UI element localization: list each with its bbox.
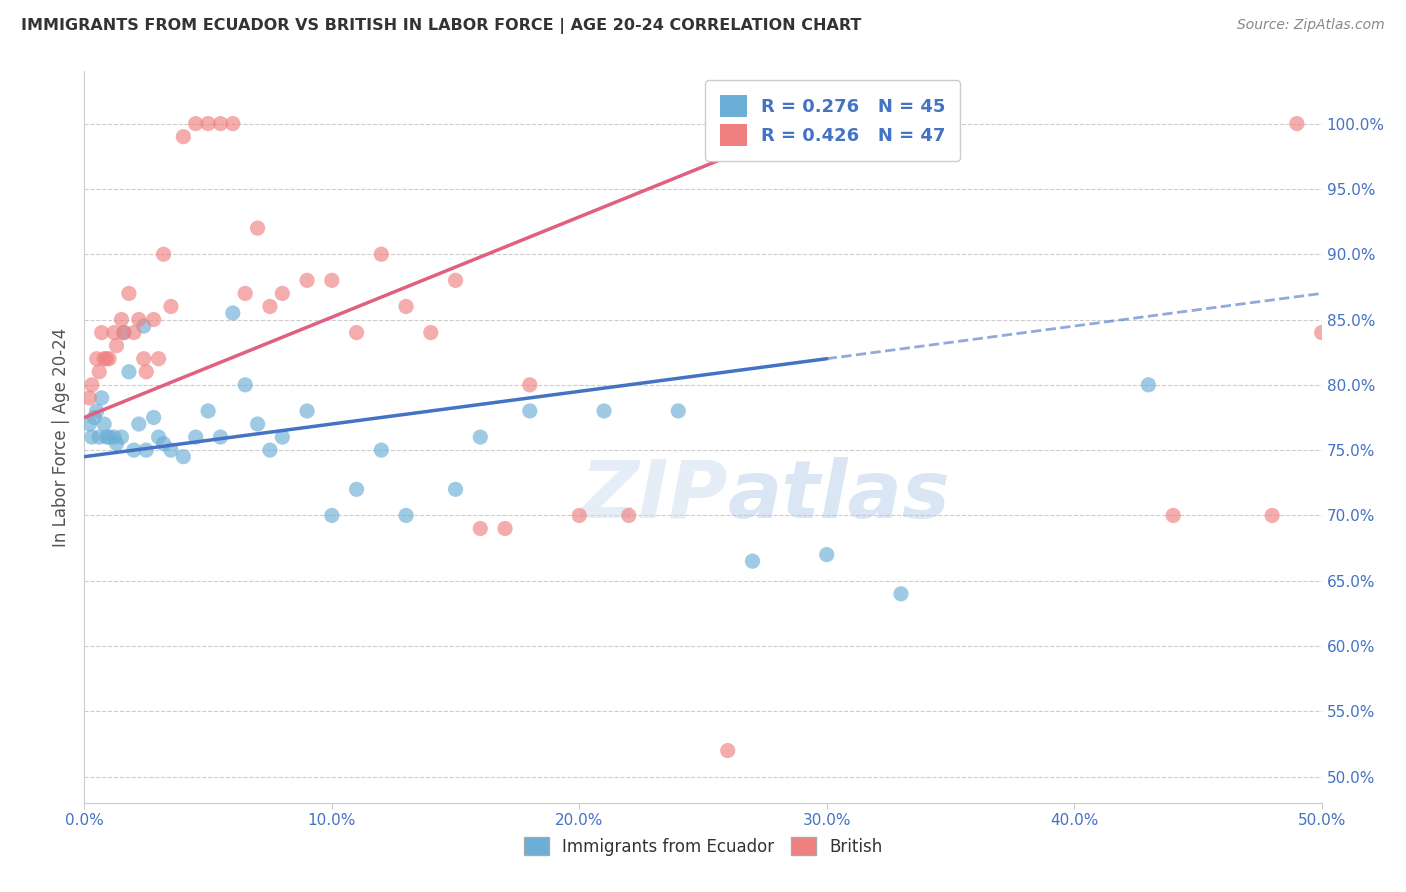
Point bbox=[370, 443, 392, 458]
Point bbox=[89, 430, 111, 444]
Point bbox=[118, 286, 141, 301]
Point bbox=[112, 326, 135, 340]
Point bbox=[295, 404, 318, 418]
Point bbox=[717, 743, 740, 757]
Point bbox=[346, 483, 368, 497]
Point bbox=[96, 430, 118, 444]
Point bbox=[321, 273, 343, 287]
Point bbox=[79, 391, 101, 405]
Point bbox=[1310, 326, 1333, 340]
Text: atlas: atlas bbox=[728, 457, 950, 534]
Point bbox=[105, 339, 128, 353]
Point bbox=[271, 286, 294, 301]
Point bbox=[321, 508, 343, 523]
Point bbox=[142, 312, 165, 326]
Point bbox=[86, 404, 108, 418]
Point bbox=[1261, 508, 1284, 523]
Point bbox=[83, 410, 105, 425]
Point bbox=[246, 221, 269, 235]
Point bbox=[419, 326, 441, 340]
Point bbox=[222, 117, 245, 131]
Point bbox=[470, 522, 492, 536]
Y-axis label: In Labor Force | Age 20-24: In Labor Force | Age 20-24 bbox=[52, 327, 70, 547]
Point bbox=[494, 522, 516, 536]
Point bbox=[233, 377, 256, 392]
Point bbox=[444, 273, 467, 287]
Point bbox=[741, 554, 763, 568]
Point bbox=[128, 417, 150, 431]
Point bbox=[370, 247, 392, 261]
Point bbox=[142, 410, 165, 425]
Point bbox=[103, 430, 125, 444]
Point bbox=[148, 430, 170, 444]
Point bbox=[105, 436, 128, 450]
Point bbox=[197, 117, 219, 131]
Point bbox=[271, 430, 294, 444]
Point bbox=[259, 300, 281, 314]
Point bbox=[98, 351, 121, 366]
Point bbox=[184, 430, 207, 444]
Point bbox=[666, 404, 689, 418]
Point bbox=[110, 430, 132, 444]
Point bbox=[96, 351, 118, 366]
Point bbox=[1285, 117, 1308, 131]
Point bbox=[132, 351, 155, 366]
Point bbox=[568, 508, 591, 523]
Point bbox=[93, 417, 115, 431]
Point bbox=[128, 312, 150, 326]
Point bbox=[395, 508, 418, 523]
Point bbox=[519, 404, 541, 418]
Point bbox=[135, 443, 157, 458]
Point bbox=[470, 430, 492, 444]
Point bbox=[90, 391, 112, 405]
Point bbox=[79, 417, 101, 431]
Point bbox=[395, 300, 418, 314]
Point bbox=[152, 247, 174, 261]
Point bbox=[259, 443, 281, 458]
Point bbox=[593, 404, 616, 418]
Point bbox=[1137, 377, 1160, 392]
Point bbox=[197, 404, 219, 418]
Point bbox=[80, 377, 103, 392]
Point bbox=[98, 430, 121, 444]
Point bbox=[295, 273, 318, 287]
Point bbox=[1161, 508, 1184, 523]
Point bbox=[346, 326, 368, 340]
Point bbox=[160, 443, 183, 458]
Point bbox=[890, 587, 912, 601]
Point bbox=[246, 417, 269, 431]
Point bbox=[519, 377, 541, 392]
Point bbox=[160, 300, 183, 314]
Point bbox=[617, 508, 640, 523]
Text: Source: ZipAtlas.com: Source: ZipAtlas.com bbox=[1237, 18, 1385, 32]
Point bbox=[172, 129, 194, 144]
Legend: Immigrants from Ecuador, British: Immigrants from Ecuador, British bbox=[516, 830, 890, 864]
Point bbox=[815, 548, 838, 562]
Point bbox=[110, 312, 132, 326]
Point bbox=[209, 430, 232, 444]
Point bbox=[444, 483, 467, 497]
Point bbox=[148, 351, 170, 366]
Text: ZIP: ZIP bbox=[581, 457, 728, 534]
Point bbox=[122, 443, 145, 458]
Point bbox=[184, 117, 207, 131]
Point bbox=[172, 450, 194, 464]
Point bbox=[90, 326, 112, 340]
Point bbox=[86, 351, 108, 366]
Point bbox=[135, 365, 157, 379]
Point bbox=[118, 365, 141, 379]
Point bbox=[112, 326, 135, 340]
Point bbox=[152, 436, 174, 450]
Point bbox=[80, 430, 103, 444]
Point bbox=[89, 365, 111, 379]
Point bbox=[209, 117, 232, 131]
Point bbox=[233, 286, 256, 301]
Text: IMMIGRANTS FROM ECUADOR VS BRITISH IN LABOR FORCE | AGE 20-24 CORRELATION CHART: IMMIGRANTS FROM ECUADOR VS BRITISH IN LA… bbox=[21, 18, 862, 34]
Point bbox=[103, 326, 125, 340]
Point bbox=[222, 306, 245, 320]
Point bbox=[122, 326, 145, 340]
Point bbox=[93, 351, 115, 366]
Point bbox=[132, 319, 155, 334]
